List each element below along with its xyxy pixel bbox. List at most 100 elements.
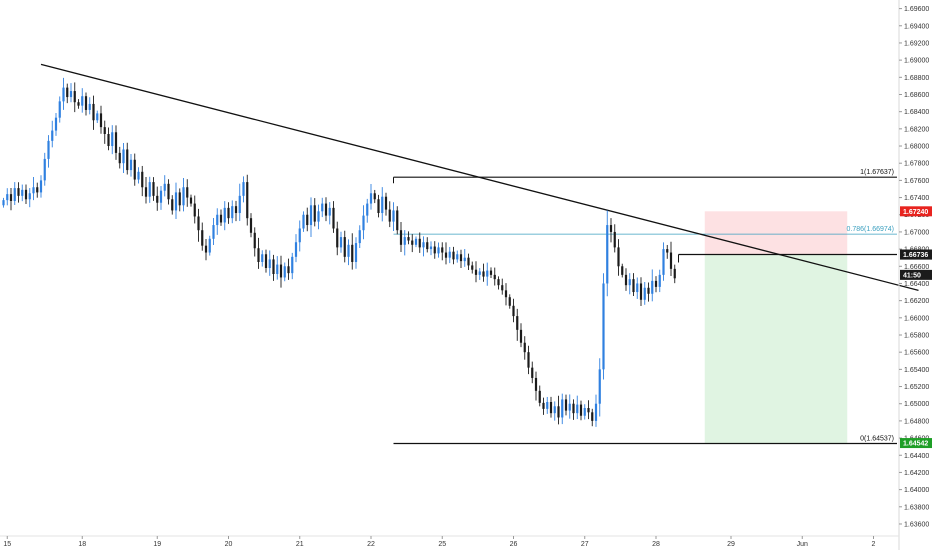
candle-body xyxy=(399,230,403,245)
candle-body xyxy=(69,91,73,98)
candle-body xyxy=(392,210,395,222)
candle-body xyxy=(426,242,429,250)
candle-body xyxy=(568,403,571,411)
candle-body xyxy=(654,280,658,287)
candle-body xyxy=(193,203,196,217)
candle-body xyxy=(212,225,215,239)
candle-body xyxy=(429,246,433,250)
candle-body xyxy=(542,402,545,409)
candle-body xyxy=(362,215,365,231)
candle-body xyxy=(422,242,425,248)
candle-body xyxy=(114,132,118,153)
candle-body xyxy=(246,182,249,219)
candle-body xyxy=(583,408,586,416)
candle-body xyxy=(36,187,39,193)
time-axis[interactable]: 15 18 19 20 21 22 25 26 27 28 29 Jun 2 xyxy=(3,536,876,548)
candle-body xyxy=(141,171,144,188)
candle-body xyxy=(396,210,399,231)
candle-body xyxy=(504,290,508,298)
price-axis[interactable]: 1.69600 1.69400 1.69200 1.69000 1.68800 1.686… xyxy=(899,6,929,528)
short-position-tool[interactable] xyxy=(678,211,898,444)
candle-body xyxy=(643,287,646,300)
candles xyxy=(2,77,676,427)
price-badge-label: 1.64542 xyxy=(903,441,928,448)
candle-body xyxy=(291,256,294,274)
candle-body xyxy=(182,187,185,206)
candle-body xyxy=(84,96,88,110)
candle-body xyxy=(343,237,346,257)
candle-body xyxy=(99,113,103,128)
candle-body xyxy=(339,237,343,248)
price-tick-label: 1.68600 xyxy=(904,92,929,99)
candle-body xyxy=(88,103,91,110)
take-profit-zone[interactable] xyxy=(704,254,848,444)
price-tick-label: 1.66200 xyxy=(904,298,929,305)
candle-body xyxy=(673,268,676,279)
candle-body xyxy=(471,265,474,270)
candle-body xyxy=(283,266,286,278)
candle-body xyxy=(561,399,564,418)
candle-body xyxy=(377,199,380,214)
candle-body xyxy=(306,214,309,226)
stop-loss-zone[interactable] xyxy=(704,211,848,255)
candle-body xyxy=(523,342,526,353)
candle-body xyxy=(407,237,410,241)
time-tick-label: 27 xyxy=(581,541,589,548)
price-tick-label: 1.64800 xyxy=(904,418,929,425)
fib-level-label: 0.786(1.66974) xyxy=(847,226,894,233)
price-tick-label: 1.65600 xyxy=(904,350,929,357)
candle-body xyxy=(257,248,260,262)
candle-body xyxy=(538,390,541,403)
candle-body xyxy=(354,243,358,262)
candle-body xyxy=(118,152,121,164)
candle-body xyxy=(223,207,226,223)
candle-body xyxy=(347,244,350,257)
candle-body xyxy=(336,228,339,248)
candle-body xyxy=(441,247,444,253)
candle-body xyxy=(43,158,46,181)
time-tick-label: 18 xyxy=(78,541,86,548)
candle-body xyxy=(129,159,133,171)
candle-body xyxy=(564,399,568,411)
candle-body xyxy=(463,257,466,262)
candle-body xyxy=(636,283,639,293)
price-tick-label: 1.69000 xyxy=(904,58,929,65)
candle-body xyxy=(606,225,609,284)
candle-body xyxy=(519,329,523,343)
price-tick-label: 1.68000 xyxy=(904,144,929,151)
candle-body xyxy=(388,209,391,222)
candle-body xyxy=(24,189,28,200)
candle-body xyxy=(242,182,245,196)
price-badge xyxy=(900,249,932,260)
candle-body xyxy=(452,251,455,260)
price-badge xyxy=(900,269,932,280)
candle-body xyxy=(321,203,324,212)
price-tick-label: 1.68200 xyxy=(904,126,929,133)
candle-body xyxy=(219,214,223,223)
candle-body xyxy=(302,214,305,229)
candle-body xyxy=(587,408,590,413)
candle-body xyxy=(647,287,650,294)
candle-body xyxy=(493,274,496,280)
trendline-layer[interactable] xyxy=(40,63,919,291)
price-tick-label: 1.69600 xyxy=(904,6,929,13)
price-tick-label: 1.69200 xyxy=(904,40,929,47)
time-tick-label: 21 xyxy=(296,541,304,548)
price-tick-label: 1.63800 xyxy=(904,504,929,511)
candle-body xyxy=(62,87,65,102)
candle-body xyxy=(403,237,406,245)
candle-body xyxy=(602,283,605,370)
candle-body xyxy=(613,231,616,248)
candle-body xyxy=(501,285,504,291)
descending-trendline[interactable] xyxy=(40,63,919,291)
candle-body xyxy=(111,132,114,147)
time-tick-label: 22 xyxy=(367,541,375,548)
time-tick-label: 19 xyxy=(153,541,161,548)
candle-body xyxy=(58,101,61,118)
candle-body xyxy=(662,249,665,275)
candle-body xyxy=(309,205,313,226)
price-tick-label: 1.68400 xyxy=(904,109,929,116)
candle-body xyxy=(332,207,335,229)
candle-body xyxy=(486,270,489,277)
